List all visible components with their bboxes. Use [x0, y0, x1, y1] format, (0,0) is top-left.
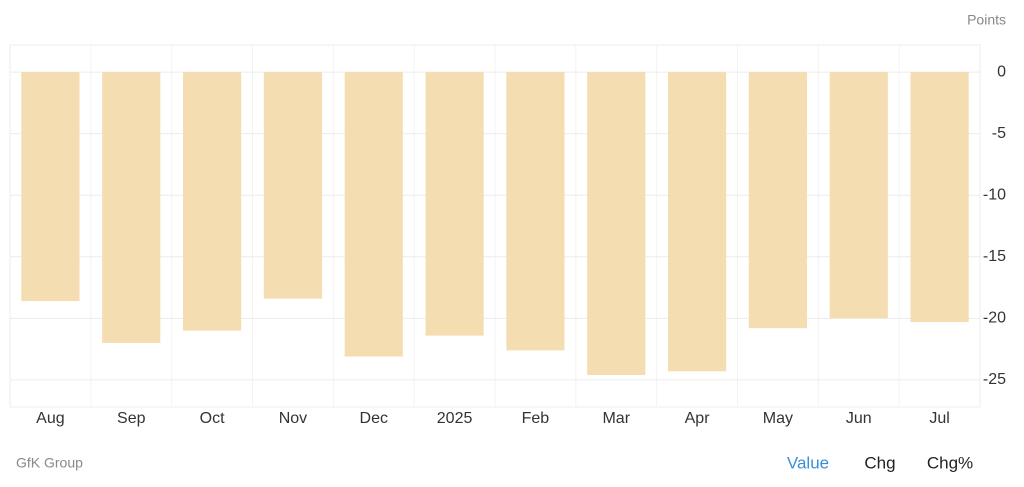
unit-label: Points [967, 12, 1006, 28]
bar [182, 72, 242, 331]
x-tick-label: May [763, 410, 793, 427]
tab[interactable]: Value [787, 453, 829, 472]
x-tick-label: 2025 [437, 410, 473, 427]
bar [102, 72, 161, 343]
bar [263, 72, 323, 299]
x-tick-label: Dec [360, 410, 388, 427]
bar [506, 72, 565, 351]
bar [425, 72, 484, 336]
tab[interactable]: Chg [864, 453, 895, 472]
bar [344, 72, 403, 357]
x-tick-label: Nov [279, 410, 307, 427]
x-tick-label: Mar [602, 410, 630, 427]
y-tick-label: -5 [992, 125, 1006, 142]
y-tick-label: -10 [983, 186, 1006, 203]
x-tick-label: Jun [846, 410, 872, 427]
bar [21, 72, 80, 302]
source: GfK Group [16, 455, 83, 471]
x-tick-label: Oct [200, 410, 225, 427]
bar [748, 72, 808, 329]
y-tick-label: -25 [983, 371, 1006, 388]
y-tick-label: -15 [983, 248, 1006, 265]
y-tick-label: 0 [997, 63, 1006, 80]
y-tick-label: -20 [983, 310, 1006, 327]
x-tick-label: Sep [117, 410, 146, 427]
x-tick-label: Feb [522, 410, 550, 427]
bar [667, 72, 727, 372]
x-tick-label: Apr [685, 410, 711, 427]
bar [910, 72, 969, 323]
x-tick-label: Aug [36, 410, 64, 427]
bar [587, 72, 646, 375]
bar [829, 72, 888, 319]
tab[interactable]: Chg% [927, 453, 973, 472]
x-tick-label: Jul [929, 410, 949, 427]
